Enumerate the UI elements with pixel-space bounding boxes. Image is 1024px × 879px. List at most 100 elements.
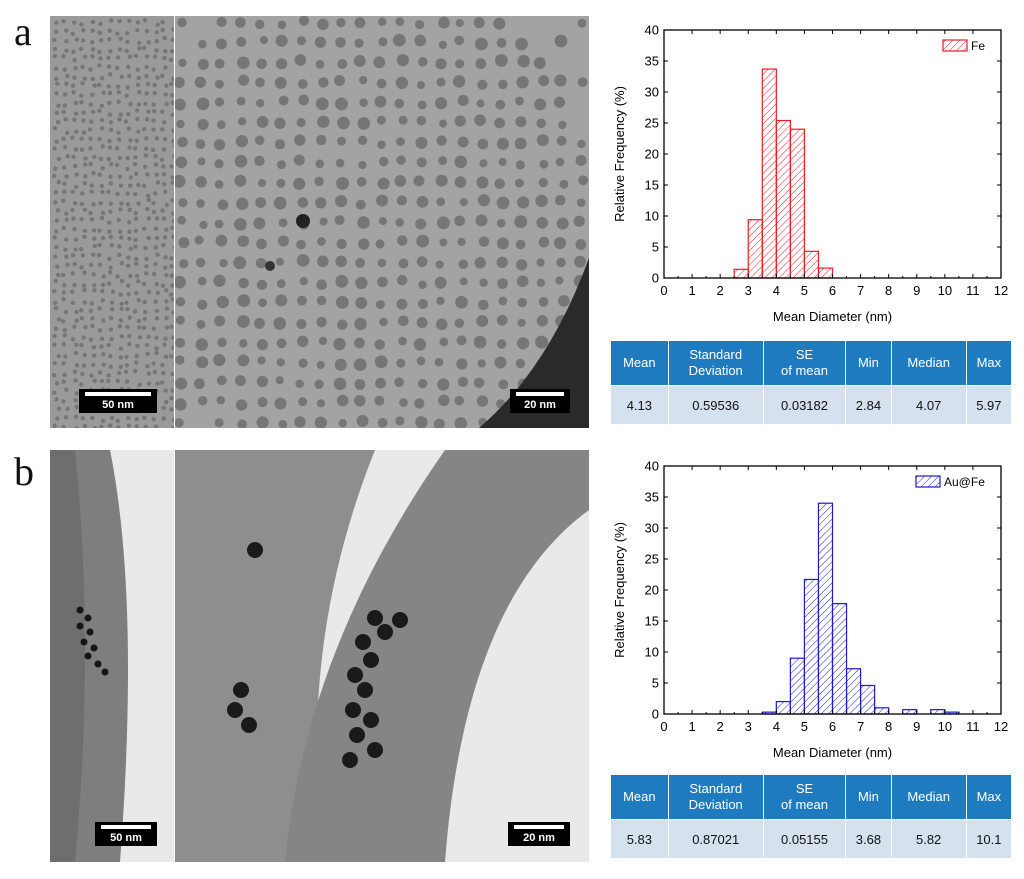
nanoparticle [51, 372, 57, 378]
nanoparticle [217, 337, 227, 348]
nanoparticle [154, 136, 160, 141]
nanoparticle [72, 117, 77, 122]
nanoparticle [367, 610, 383, 626]
nanoparticle [116, 89, 122, 95]
nanoparticle [475, 37, 488, 51]
nanoparticle [65, 73, 70, 79]
nanoparticle [117, 324, 123, 329]
nanoparticle [353, 394, 366, 407]
nanoparticle [73, 111, 79, 116]
nanoparticle [458, 259, 468, 269]
nanoparticle [99, 424, 104, 428]
table-header-text: SE [795, 781, 814, 796]
nanoparticle [170, 180, 174, 185]
nanoparticle [160, 362, 165, 368]
nanoparticle [296, 318, 307, 330]
nanoparticle [256, 99, 265, 108]
nanoparticle [494, 117, 506, 129]
nanoparticle [79, 136, 84, 141]
nanoparticle [106, 281, 112, 286]
nanoparticle [127, 315, 132, 320]
nanoparticle [515, 37, 528, 51]
nanoparticle [395, 76, 409, 90]
nanoparticle [118, 183, 124, 188]
nanoparticle [52, 288, 57, 294]
x-tick-label: 11 [966, 719, 980, 734]
nanoparticle [573, 215, 585, 227]
nanoparticle [74, 391, 80, 396]
nanoparticle [90, 323, 95, 329]
nanoparticle [316, 316, 327, 328]
nanoparticle [164, 227, 169, 233]
nanoparticle [108, 234, 114, 240]
nanoparticle [74, 404, 79, 410]
nanoparticle [151, 326, 156, 331]
nanoparticle [118, 112, 123, 117]
nanoparticle [558, 295, 570, 307]
nanoparticle [71, 89, 76, 95]
nanoparticle [107, 145, 113, 150]
nanoparticle [99, 103, 105, 109]
nanoparticle [127, 333, 132, 339]
x-tick-label: 5 [801, 283, 808, 298]
nanoparticle [395, 17, 405, 27]
nanoparticle [415, 136, 428, 149]
nanoparticle [555, 157, 565, 167]
nanoparticle [74, 318, 79, 323]
nanoparticle [163, 49, 168, 54]
nanoparticle [396, 298, 408, 310]
nanoparticle [161, 405, 166, 411]
nanoparticle [82, 76, 88, 81]
nanoparticle [164, 202, 170, 208]
nanoparticle [476, 395, 489, 407]
nanoparticle [399, 398, 408, 407]
nanoparticle [150, 147, 156, 153]
nanoparticle [274, 397, 287, 410]
nanoparticle [234, 174, 247, 187]
nanoparticle [53, 305, 59, 311]
nanoparticle [62, 283, 67, 288]
y-tick-label: 20 [645, 583, 659, 598]
nanoparticle [62, 92, 68, 97]
nanoparticle [354, 378, 366, 390]
nanoparticle [53, 190, 59, 195]
nanoparticle [128, 138, 133, 143]
nanoparticle [161, 172, 167, 177]
nanoparticle [164, 399, 169, 405]
nanoparticle [256, 238, 267, 250]
nanoparticle [125, 263, 131, 268]
nanoparticle [125, 155, 130, 161]
nanoparticle [235, 134, 249, 148]
nanoparticle [151, 67, 156, 72]
nanoparticle [99, 378, 105, 384]
nanoparticle [99, 126, 105, 131]
nanoparticle [143, 101, 148, 107]
nanoparticle [53, 278, 58, 284]
nanoparticle [56, 103, 61, 108]
nanoparticle [126, 112, 131, 117]
nanoparticle [294, 54, 307, 66]
nanoparticle [54, 20, 59, 26]
nanoparticle [107, 100, 112, 105]
nanoparticle [256, 375, 269, 388]
nanoparticle [61, 19, 66, 24]
nanoparticle [119, 74, 125, 79]
nanoparticle [213, 139, 226, 151]
nanoparticle [162, 182, 167, 187]
nanoparticle [536, 258, 545, 267]
nanoparticle [62, 189, 67, 195]
nanoparticle [169, 407, 174, 412]
nanoparticle [170, 175, 174, 180]
nanoparticle [114, 65, 120, 71]
y-tick-label: 40 [645, 459, 659, 474]
nanoparticle [124, 48, 129, 54]
x-tick-label: 10 [938, 283, 952, 298]
nanoparticle [434, 276, 447, 289]
nanoparticle [454, 395, 464, 406]
nanoparticle [214, 159, 224, 169]
nanoparticle [61, 290, 66, 295]
nanoparticle [79, 216, 84, 222]
nanoparticle [172, 379, 174, 383]
nanoparticle [498, 379, 509, 390]
nanoparticle [98, 56, 103, 61]
